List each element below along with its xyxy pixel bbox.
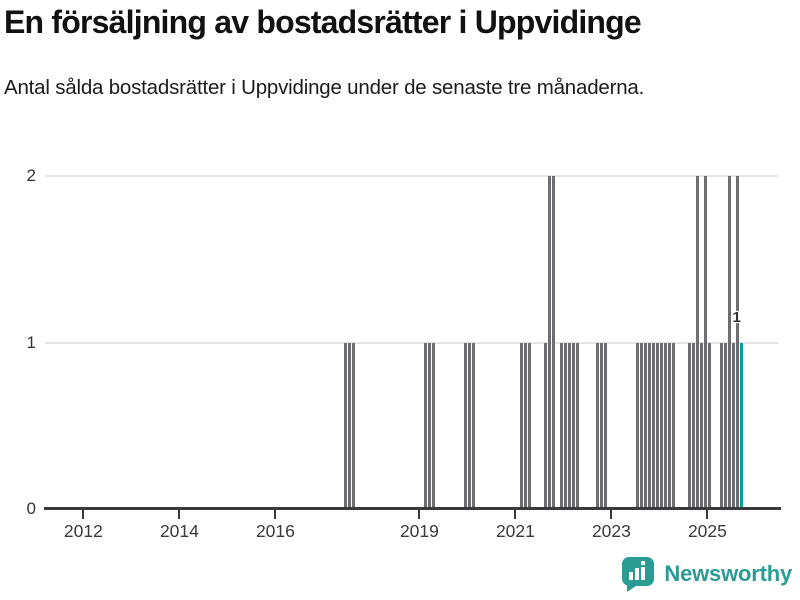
bar-2025-08 — [735, 176, 739, 509]
x-axis-label-2023: 2023 — [591, 521, 631, 541]
bar-2021-09 — [547, 176, 551, 509]
x-axis-tick-2012 — [82, 510, 85, 519]
bar-2019-03 — [427, 342, 431, 509]
latest-value-label: 1 — [732, 308, 741, 326]
bar-2020-01 — [467, 342, 471, 509]
bar-2025-01 — [707, 342, 711, 509]
chart-subtitle: Antal sålda bostadsrätter i Uppvidinge u… — [4, 76, 645, 99]
x-axis-label-2021: 2021 — [495, 521, 535, 541]
x-axis-label-2025: 2025 — [687, 521, 727, 541]
bar-2017-07 — [347, 342, 351, 509]
x-axis-tick-2014 — [178, 510, 181, 519]
bar-2024-10 — [695, 176, 699, 509]
brand-name: Newsworthy — [664, 561, 792, 586]
y-axis-label-1: 1 — [26, 332, 36, 352]
bar-2023-12 — [655, 342, 659, 509]
bar-2024-01 — [659, 342, 663, 509]
bar-2019-02 — [423, 342, 427, 509]
bar-2022-10 — [599, 342, 603, 509]
chart-title: En försäljning av bostadsrätter i Uppvid… — [4, 4, 642, 40]
bar-2024-12 — [703, 176, 707, 509]
bar-2022-01 — [563, 342, 567, 509]
bar-2023-07 — [635, 342, 639, 509]
bar-2025-07 — [731, 342, 735, 509]
x-axis-tick-2021 — [514, 510, 517, 519]
bar-2019-04 — [431, 342, 435, 509]
x-axis-tick-2016 — [274, 510, 277, 519]
bar-2022-02 — [567, 342, 571, 509]
x-axis-tick-2023 — [610, 510, 613, 519]
bar-2017-08 — [351, 342, 355, 509]
gridline-y-1 — [45, 341, 778, 344]
x-axis-line — [44, 507, 781, 510]
bar-2023-08 — [639, 342, 643, 509]
bar-2025-06 — [727, 176, 731, 509]
x-axis-label-2012: 2012 — [63, 521, 103, 541]
x-axis-label-2016: 2016 — [255, 521, 295, 541]
bar-2022-09 — [595, 342, 599, 509]
brand-footer: Newsworthy — [621, 556, 792, 592]
x-axis-label-2019: 2019 — [399, 521, 439, 541]
x-axis-label-2014: 2014 — [159, 521, 199, 541]
bar-2025-05 — [723, 342, 727, 509]
bar-2020-02 — [471, 342, 475, 509]
bar-2025-09 — [739, 342, 743, 509]
bar-2021-02 — [519, 342, 523, 509]
bar-2022-11 — [603, 342, 607, 509]
bar-2017-06 — [343, 342, 347, 509]
bar-2021-08 — [543, 342, 547, 509]
bar-2024-11 — [699, 342, 703, 509]
bar-2019-12 — [463, 342, 467, 509]
bar-2024-02 — [663, 342, 667, 509]
x-axis-tick-2025 — [706, 510, 709, 519]
bar-2021-12 — [559, 342, 563, 509]
bar-2021-04 — [527, 342, 531, 509]
bar-2024-03 — [667, 342, 671, 509]
bar-2022-03 — [571, 342, 575, 509]
newsworthy-logo-icon — [621, 556, 655, 592]
y-axis-label-2: 2 — [26, 166, 36, 185]
bar-2023-10 — [647, 342, 651, 509]
x-axis-tick-2019 — [418, 510, 421, 519]
bar-2023-09 — [643, 342, 647, 509]
bar-2024-08 — [687, 342, 691, 509]
gridline-y-2 — [45, 175, 778, 177]
y-axis-label-0: 0 — [26, 499, 36, 518]
bar-2021-10 — [551, 176, 555, 509]
bar-2025-04 — [719, 342, 723, 509]
bar-2023-11 — [651, 342, 655, 509]
bar-2024-04 — [671, 342, 675, 509]
bar-2021-03 — [523, 342, 527, 509]
bar-2024-09 — [691, 342, 695, 509]
bar-2022-04 — [575, 342, 579, 509]
